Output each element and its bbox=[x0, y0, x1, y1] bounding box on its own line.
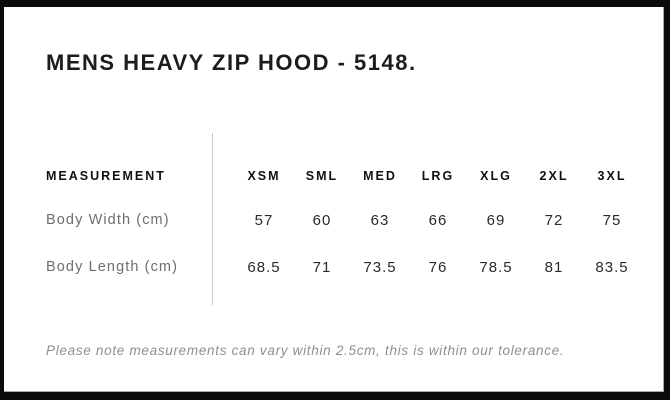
body-length-value-xsm: 68.5 bbox=[247, 258, 281, 276]
tolerance-note: Please note measurements can vary within… bbox=[46, 343, 565, 358]
body-length-value-xlg: 78.5 bbox=[479, 258, 513, 276]
body-length-value-sml: 71 bbox=[312, 258, 332, 276]
body-width-value-lrg: 66 bbox=[428, 211, 448, 229]
body-length-value-med: 73.5 bbox=[363, 258, 397, 276]
table-row-body-length: Body Length (cm) 68.5 71 73.5 76 78.5 81… bbox=[46, 257, 641, 277]
product-title: MENS HEAVY ZIP HOOD - 5148. bbox=[46, 50, 417, 75]
size-header-3xl: 3XL bbox=[597, 169, 627, 183]
body-width-value-sml: 60 bbox=[312, 211, 332, 229]
body-width-value-3xl: 75 bbox=[602, 211, 622, 229]
body-width-value-2xl: 72 bbox=[544, 211, 564, 229]
row-label-body-length: Body Length (cm) bbox=[46, 259, 179, 275]
body-length-value-2xl: 81 bbox=[544, 258, 564, 276]
body-length-value-lrg: 76 bbox=[428, 258, 448, 276]
size-header-xsm: XSM bbox=[247, 169, 281, 183]
measurement-column-header: MEASUREMENT bbox=[46, 169, 166, 183]
body-width-value-xsm: 57 bbox=[254, 211, 274, 229]
size-header-2xl: 2XL bbox=[539, 169, 569, 183]
size-header-sml: SML bbox=[305, 169, 339, 183]
row-label-body-width: Body Width (cm) bbox=[46, 212, 170, 228]
table-row-body-width: Body Width (cm) 57 60 63 66 69 72 75 bbox=[46, 210, 641, 230]
body-length-value-3xl: 83.5 bbox=[595, 258, 629, 276]
size-guide-card: MENS HEAVY ZIP HOOD - 5148. MEASUREMENT … bbox=[4, 7, 664, 392]
size-header-lrg: LRG bbox=[421, 169, 455, 183]
body-width-value-med: 63 bbox=[370, 211, 390, 229]
size-header-xlg: XLG bbox=[480, 169, 512, 183]
body-width-value-xlg: 69 bbox=[486, 211, 506, 229]
size-header-med: MED bbox=[363, 169, 397, 183]
size-chart-header-row: MEASUREMENT XSM SML MED LRG XLG 2XL 3XL bbox=[46, 166, 641, 186]
table-vertical-divider bbox=[212, 133, 213, 305]
